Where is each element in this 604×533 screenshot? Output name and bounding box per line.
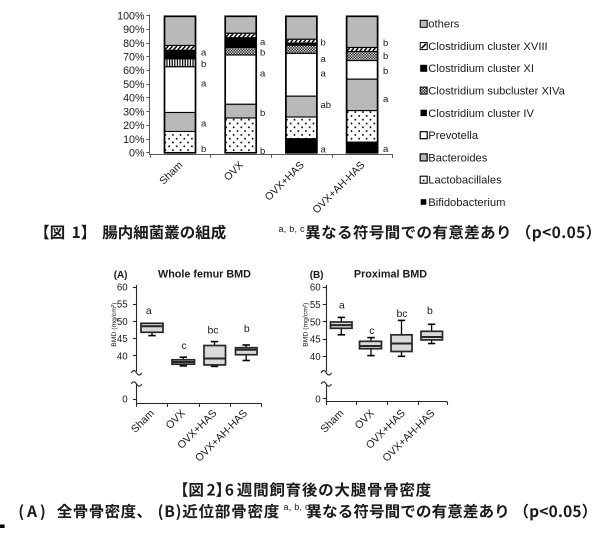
svg-text:b: b [383,51,388,62]
svg-text:b: b [321,37,326,48]
svg-text:c: c [369,325,374,337]
svg-text:a: a [321,54,327,65]
svg-text:b: b [383,66,388,77]
svg-text:Lactobacillales: Lactobacillales [428,175,502,187]
svg-text:bc: bc [396,308,407,320]
svg-text:80%: 80% [123,38,145,50]
svg-text:0%: 0% [129,148,145,160]
svg-text:a: a [260,69,266,80]
svg-text:BMD (mg/cm²): BMD (mg/cm²) [111,303,118,347]
svg-text:70%: 70% [123,52,145,64]
svg-text:b: b [260,146,265,157]
svg-text:Clostridium cluster XVIII: Clostridium cluster XVIII [428,41,547,53]
svg-text:BMD (mg/cm²): BMD (mg/cm²) [303,303,310,347]
svg-text:Proximal BMD: Proximal BMD [354,269,427,281]
svg-text:a, b, c: a, b, c [284,502,311,512]
svg-text:55: 55 [310,300,321,311]
svg-text:45: 45 [117,334,128,345]
svg-text:40: 40 [310,352,321,363]
svg-text:50: 50 [310,317,321,328]
svg-text:a: a [201,79,207,90]
svg-text:a: a [146,305,152,317]
svg-text:40: 40 [117,351,128,362]
svg-text:others: others [428,19,459,31]
svg-text:100%: 100% [117,10,145,22]
svg-text:Bifidobacterium: Bifidobacterium [428,197,505,209]
svg-text:b: b [244,323,250,335]
svg-text:a: a [321,69,327,80]
svg-text:60: 60 [310,283,321,294]
svg-text:c: c [181,340,186,352]
svg-text:20%: 20% [123,120,145,132]
svg-text:ab: ab [321,100,332,111]
svg-text:Clostridium subcluster XIVa: Clostridium subcluster XIVa [428,86,565,98]
svg-text:60%: 60% [123,65,145,77]
svg-text:b: b [383,38,388,49]
svg-text:a: a [201,118,207,129]
svg-text:a: a [201,47,207,58]
svg-text:Clostridium cluster XI: Clostridium cluster XI [428,63,534,75]
svg-text:50: 50 [117,317,128,328]
svg-text:10%: 10% [123,134,145,146]
svg-text:a: a [383,144,389,155]
svg-text:b: b [201,144,206,155]
svg-text:Prevotella: Prevotella [428,130,479,142]
svg-text:55: 55 [117,300,128,311]
svg-text:a: a [339,299,345,311]
svg-text:45: 45 [310,335,321,346]
svg-text:bc: bc [207,325,218,337]
svg-text:(A): (A) [114,270,128,281]
svg-text:Clostridium cluster IV: Clostridium cluster IV [428,108,534,120]
svg-text:50%: 50% [123,79,145,91]
svg-text:b: b [260,108,265,119]
svg-text:a: a [260,37,266,48]
svg-text:a, b, c: a, b, c [279,224,306,234]
svg-text:30%: 30% [123,106,145,118]
svg-text:60: 60 [117,283,128,294]
svg-text:b: b [260,47,265,58]
svg-text:0: 0 [315,394,321,405]
svg-text:b: b [201,59,206,70]
svg-text:b: b [427,305,433,317]
svg-text:(B): (B) [310,270,324,281]
svg-text:0: 0 [122,395,128,406]
svg-text:a: a [321,144,327,155]
svg-text:40%: 40% [123,93,145,105]
svg-text:90%: 90% [123,24,145,36]
svg-text:a: a [383,94,389,105]
svg-text:Bacteroides: Bacteroides [428,152,487,164]
svg-text:Whole femur BMD: Whole femur BMD [158,269,251,281]
